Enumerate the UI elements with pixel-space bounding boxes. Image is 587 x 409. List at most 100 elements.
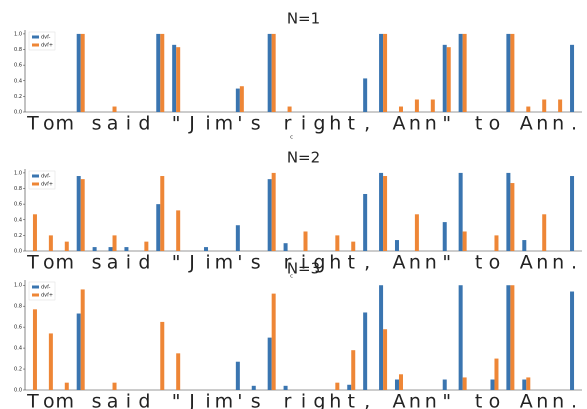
bar: [430, 99, 435, 112]
x-tick-label: g: [313, 113, 325, 135]
x-tick-label: ": [172, 113, 181, 135]
bar: [462, 33, 467, 112]
x-tick-label: n: [552, 391, 564, 409]
bar: [239, 86, 244, 112]
x-tick-label: m: [215, 113, 234, 135]
x-tick-label: n: [536, 252, 548, 274]
bar: [379, 172, 384, 251]
x-tick-label: m: [56, 113, 75, 135]
bar: [204, 247, 209, 251]
x-axis-label: c: [290, 274, 293, 280]
bar: [383, 176, 388, 251]
x-tick-label: o: [43, 391, 55, 409]
bar: [506, 33, 511, 112]
x-tick-label: o: [43, 252, 55, 274]
legend-swatch: [32, 43, 39, 47]
x-tick-label: .: [571, 252, 577, 274]
bar: [414, 99, 419, 112]
bar: [542, 214, 547, 251]
bar: [335, 235, 340, 251]
x-tick-label: .: [571, 391, 577, 409]
x-tick-label: h: [329, 113, 341, 135]
legend-label: dvf-: [41, 174, 51, 180]
y-tick-label: 1.0: [14, 170, 22, 176]
bar: [398, 374, 403, 390]
bar: [510, 183, 515, 251]
x-tick-label: s: [251, 391, 261, 409]
bar: [176, 210, 181, 251]
legend-swatch: [32, 293, 39, 297]
bar: [363, 78, 368, 112]
bar: [458, 33, 463, 112]
legend-label: dvf-: [41, 285, 51, 291]
x-tick-label: i: [301, 252, 306, 274]
x-tick-label: ,: [364, 252, 370, 274]
x-tick-label: a: [107, 391, 119, 409]
x-tick-label: i: [205, 252, 210, 274]
x-tick-label: i: [301, 391, 306, 409]
legend-swatch: [32, 285, 39, 289]
bar: [176, 47, 181, 112]
bar: [394, 240, 399, 251]
bar: [271, 172, 276, 251]
x-tick-label: ': [237, 391, 242, 409]
bar: [172, 44, 177, 112]
x-tick-label: i: [126, 391, 131, 409]
x-tick-label: n: [409, 113, 421, 135]
bar: [506, 172, 511, 251]
bar: [251, 385, 256, 390]
y-tick-label: 1.0: [14, 283, 22, 289]
legend-label: dvf+: [41, 182, 53, 188]
bar: [92, 247, 97, 251]
x-tick-label: A: [520, 252, 533, 274]
bar: [112, 106, 117, 112]
bar: [446, 47, 451, 112]
chart-title: N=3: [287, 260, 320, 278]
x-tick-label: ": [172, 252, 181, 274]
bar: [76, 176, 81, 251]
bar: [347, 384, 352, 390]
x-tick-label: T: [26, 252, 39, 274]
x-tick-label: J: [188, 391, 195, 409]
y-tick-label: 0.6: [14, 63, 22, 69]
x-tick-label: t: [475, 252, 482, 274]
bar: [64, 382, 69, 390]
bar: [363, 312, 368, 390]
x-tick-label: i: [205, 391, 210, 409]
bar: [458, 285, 463, 390]
legend-swatch: [32, 35, 39, 39]
x-tick-label: s: [92, 113, 102, 135]
bar: [76, 313, 81, 390]
y-tick-label: 0.2: [14, 233, 22, 239]
bar: [160, 33, 165, 112]
bar: [80, 289, 85, 390]
x-tick-label: s: [92, 391, 102, 409]
bar: [394, 379, 399, 390]
bar: [414, 214, 419, 251]
bar: [112, 235, 117, 251]
bar: [462, 231, 467, 251]
x-tick-label: i: [205, 113, 210, 135]
x-tick-label: o: [489, 113, 501, 135]
x-tick-label: ': [237, 252, 242, 274]
bar: [522, 379, 527, 390]
x-tick-label: ,: [364, 391, 370, 409]
x-tick-label: i: [126, 252, 131, 274]
bar: [267, 337, 272, 390]
y-tick-label: 0.0: [14, 110, 22, 116]
y-tick-label: 0.6: [14, 325, 22, 331]
x-tick-label: A: [392, 113, 405, 135]
x-tick-label: ": [442, 391, 451, 409]
x-tick-label: d: [138, 252, 150, 274]
x-tick-label: r: [284, 252, 292, 274]
x-axis-label: c: [290, 135, 293, 141]
x-tick-label: A: [520, 391, 533, 409]
bar: [156, 204, 161, 251]
bar: [510, 33, 515, 112]
bar: [112, 382, 117, 390]
bar: [287, 106, 292, 112]
x-tick-label: t: [348, 391, 355, 409]
x-tick-label: t: [348, 252, 355, 274]
x-tick-label: t: [348, 113, 355, 135]
x-tick-label: n: [536, 391, 548, 409]
